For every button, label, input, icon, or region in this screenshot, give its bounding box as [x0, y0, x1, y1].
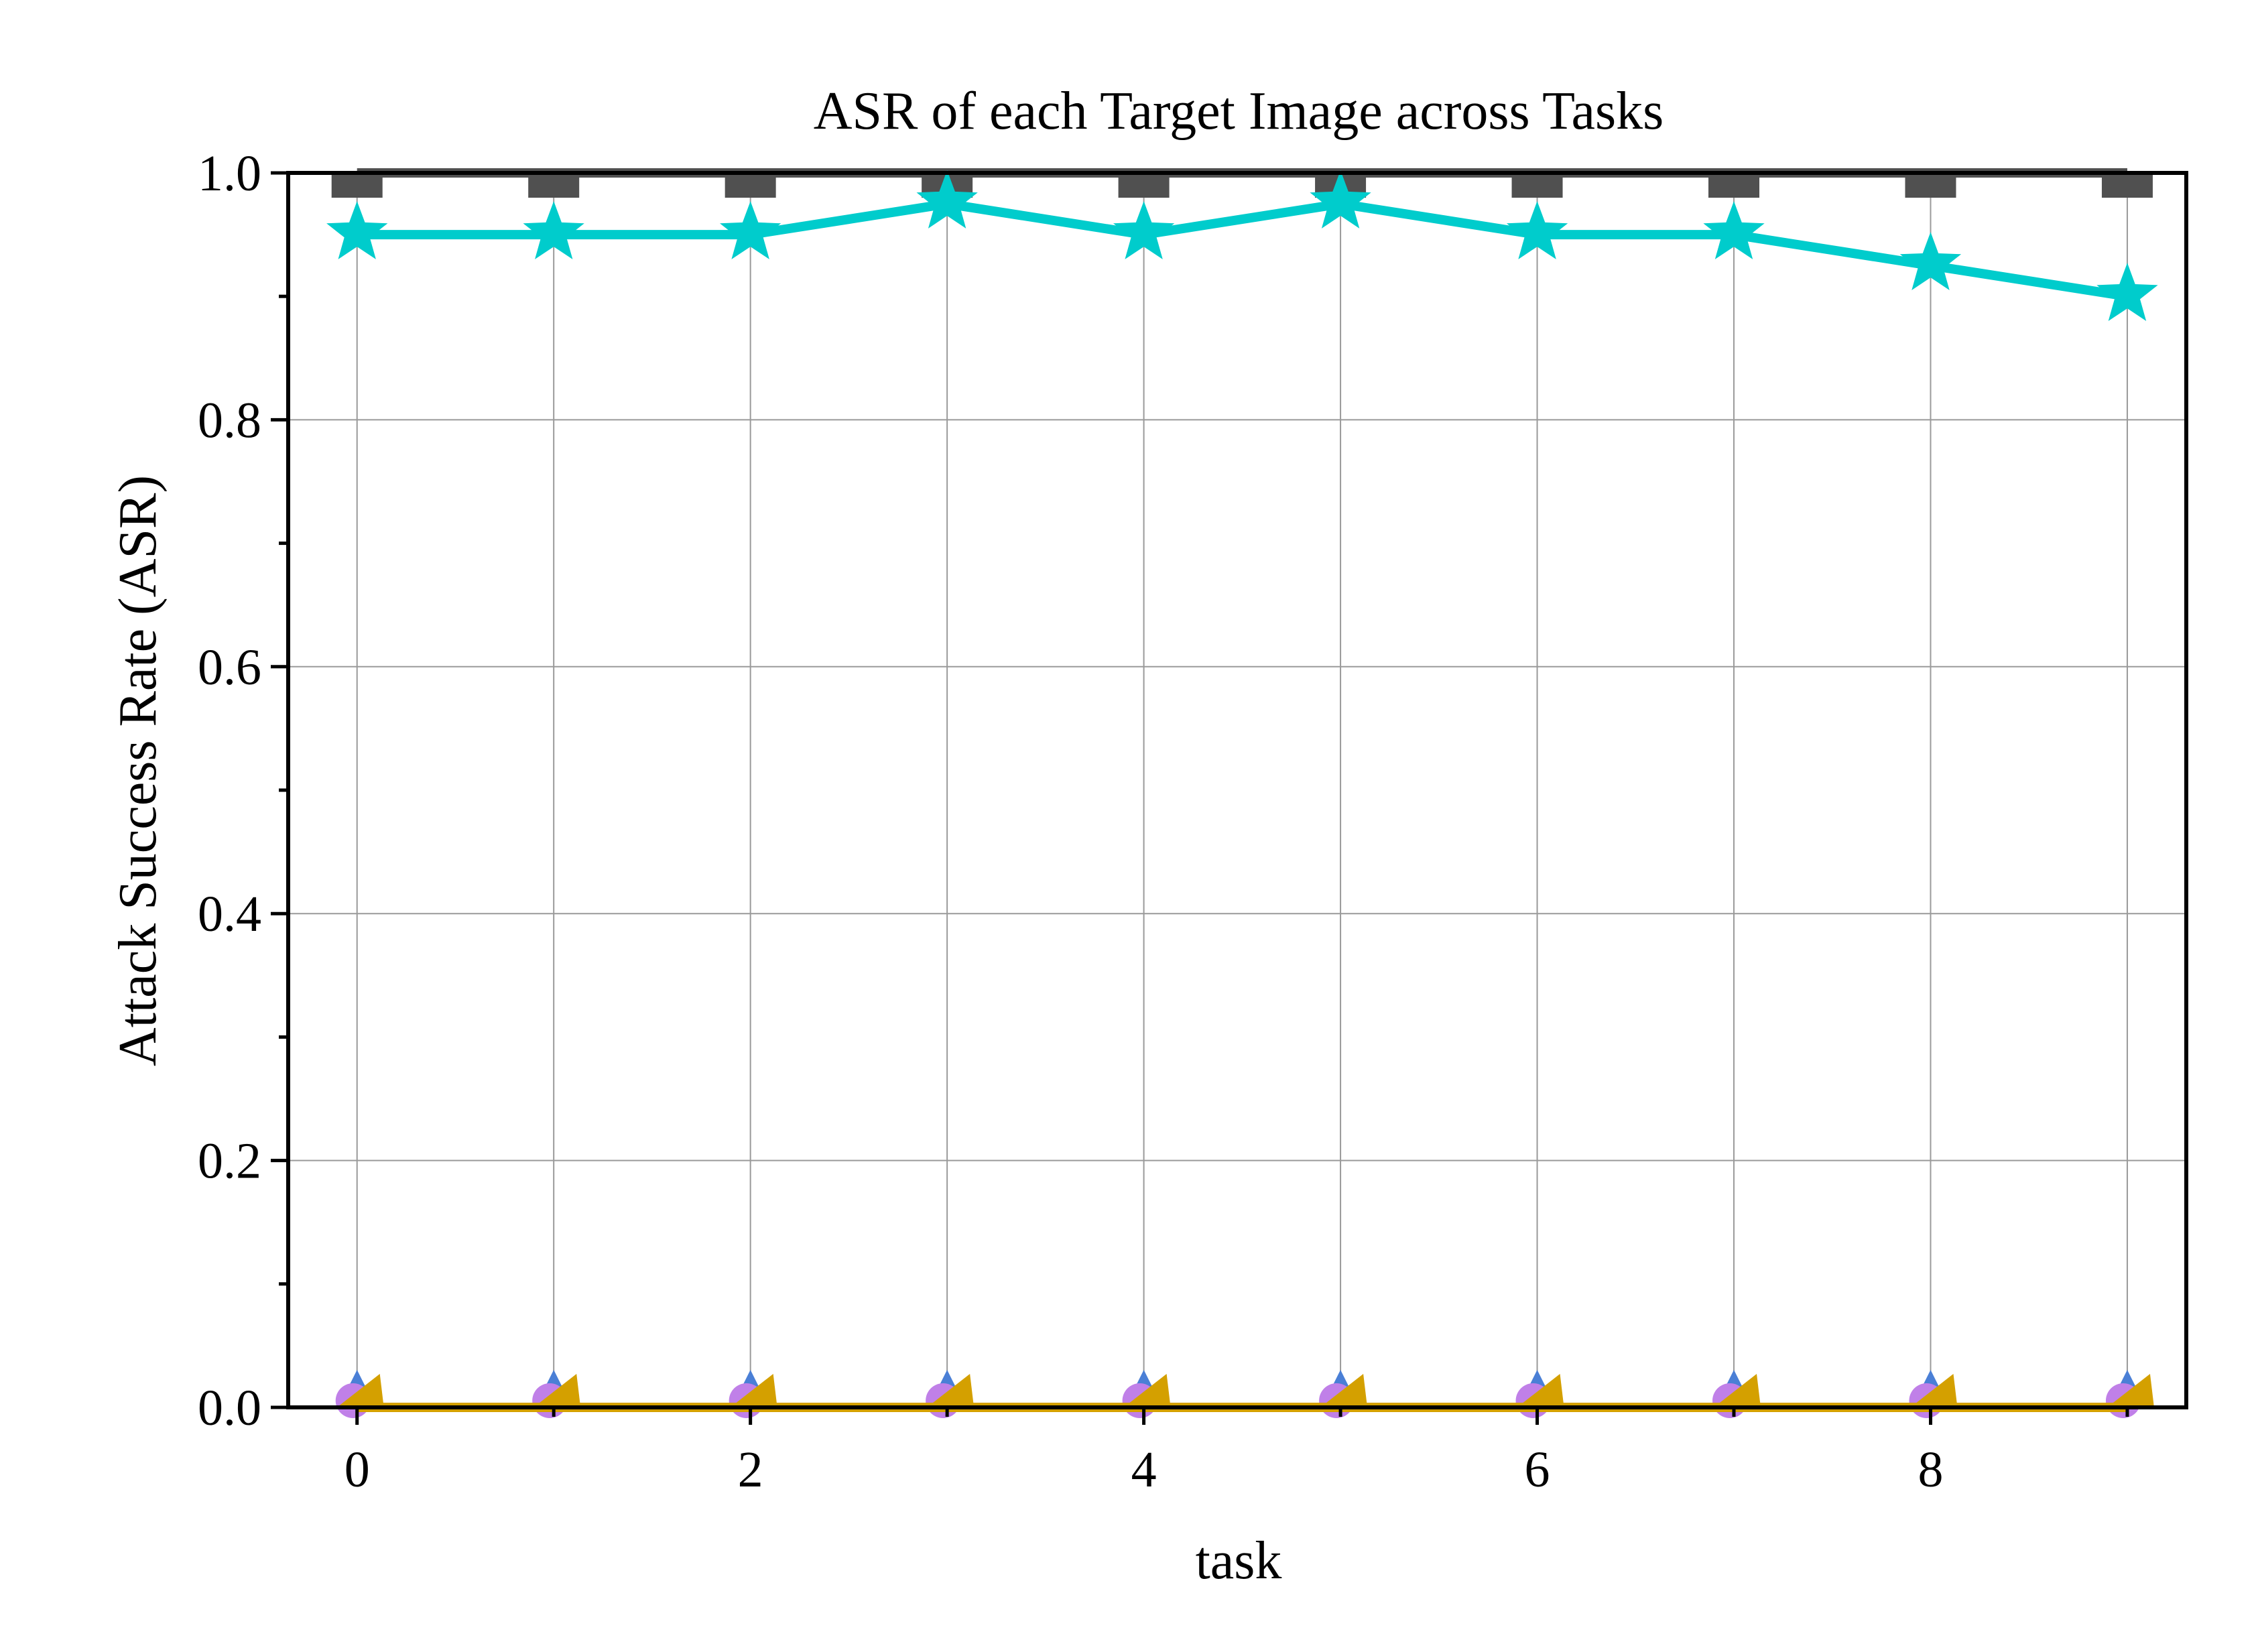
series-4-point-2	[730, 1374, 777, 1407]
series-4-point-0	[336, 1374, 384, 1407]
series-1-point-8	[1899, 232, 1962, 290]
series-layer	[326, 168, 2158, 1418]
x-tick-label-0: 0	[344, 1442, 370, 1498]
series-4-point-3	[927, 1374, 975, 1407]
grid-lines	[288, 172, 2186, 1408]
x-tick-label-3: 6	[1525, 1442, 1550, 1498]
series-0-point-8	[1905, 175, 1956, 198]
y-axis-label: Attack Success Rate (ASR)	[109, 475, 168, 1066]
axis-ticks: 0 2 4 6 8 0.0 0.2 0.4 0.6 0.8 1.0	[198, 145, 2129, 1498]
x-tick-label-1: 2	[738, 1442, 763, 1498]
y-tick-label-0: 0.0	[198, 1380, 261, 1436]
chart-title: ASR of each Target Image across Tasks	[814, 82, 1664, 141]
series-4-point-8	[1910, 1374, 1958, 1407]
series-3	[335, 1383, 2141, 1418]
x-axis-label: task	[1196, 1531, 1282, 1590]
series-1	[326, 170, 2158, 321]
series-0	[331, 168, 2153, 198]
x-tick-label-4: 8	[1918, 1442, 1943, 1498]
plot-frame	[286, 171, 2188, 1409]
series-1-point-4	[1113, 201, 1175, 259]
series-4-point-9	[2107, 1374, 2154, 1407]
series-4-point-7	[1714, 1374, 1761, 1407]
series-1-point-9	[2096, 263, 2158, 321]
y-tick-label-1: 0.2	[198, 1133, 261, 1190]
series-4-point-5	[1320, 1374, 1368, 1407]
series-4-point-1	[534, 1374, 581, 1407]
series-1-point-5	[1310, 170, 1371, 229]
y-tick-label-2: 0.4	[198, 886, 261, 942]
series-1-point-0	[326, 201, 388, 259]
series-4	[336, 1374, 2154, 1412]
y-tick-label-5: 1.0	[198, 145, 261, 202]
x-tick-label-2: 4	[1131, 1442, 1157, 1498]
series-0-point-1	[528, 175, 580, 198]
series-0-point-2	[725, 175, 776, 198]
series-0-point-4	[1118, 175, 1170, 198]
series-0-point-9	[2101, 175, 2153, 198]
y-tick-label-4: 0.8	[198, 392, 261, 448]
y-tick-label-3: 0.6	[198, 639, 261, 696]
series-4-point-6	[1517, 1374, 1564, 1407]
series-1-point-3	[916, 170, 978, 229]
series-0-point-0	[331, 175, 383, 198]
series-0-point-7	[1708, 175, 1760, 198]
series-0-point-6	[1511, 175, 1563, 198]
series-4-point-4	[1123, 1374, 1171, 1407]
series-1-line	[357, 199, 2129, 302]
series-1-point-6	[1506, 201, 1568, 259]
series-1-point-1	[523, 201, 584, 259]
series-1-point-7	[1703, 201, 1765, 259]
series-1-point-2	[720, 201, 781, 259]
